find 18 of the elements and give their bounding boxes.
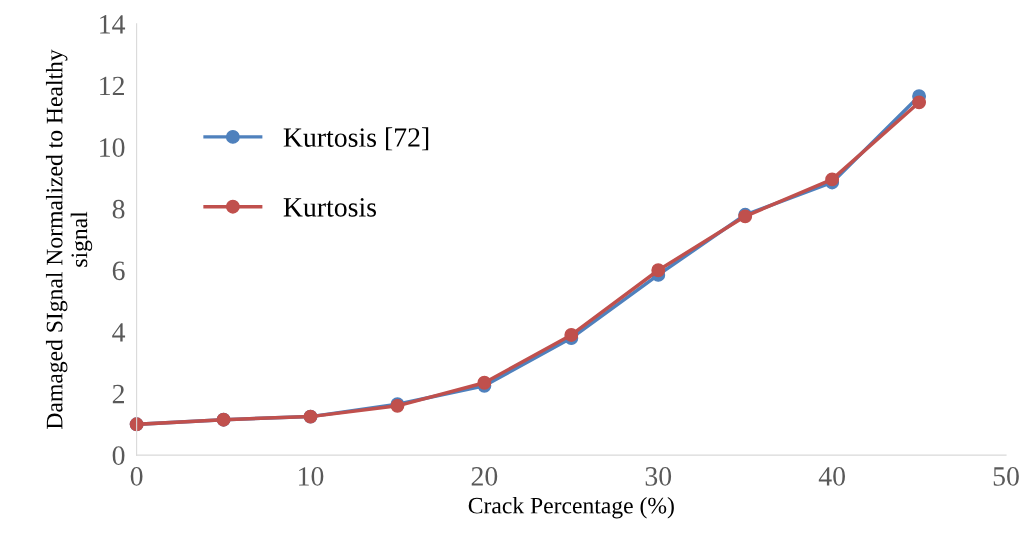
y-tick-label: 8: [112, 199, 125, 219]
y-tick-label: 14: [100, 15, 126, 34]
y-tick-label: 0: [112, 446, 125, 466]
x-axis-title: Crack Percentage (%): [468, 496, 674, 519]
y-tick-label: 2: [112, 384, 124, 404]
x-tick-label: 40: [818, 467, 845, 486]
y-tick-label: 10: [100, 138, 125, 157]
y-tick-label: 12: [100, 76, 124, 96]
x-tick-label: 20: [471, 467, 498, 486]
legend-label: Kurtosis [72]: [283, 127, 429, 151]
x-tick-label: 0: [130, 467, 143, 486]
y-tick-label: 6: [112, 261, 125, 281]
x-tick-label: 30: [645, 467, 672, 486]
x-tick-label: 10: [299, 467, 324, 486]
y-tick-label: 4: [112, 323, 126, 342]
y-axis-title: Damaged SIgnal Normalized to Healthy signal: [45, 49, 93, 429]
x-tick-label: 50: [993, 467, 1019, 486]
legend-label: Kurtosis: [283, 198, 377, 217]
